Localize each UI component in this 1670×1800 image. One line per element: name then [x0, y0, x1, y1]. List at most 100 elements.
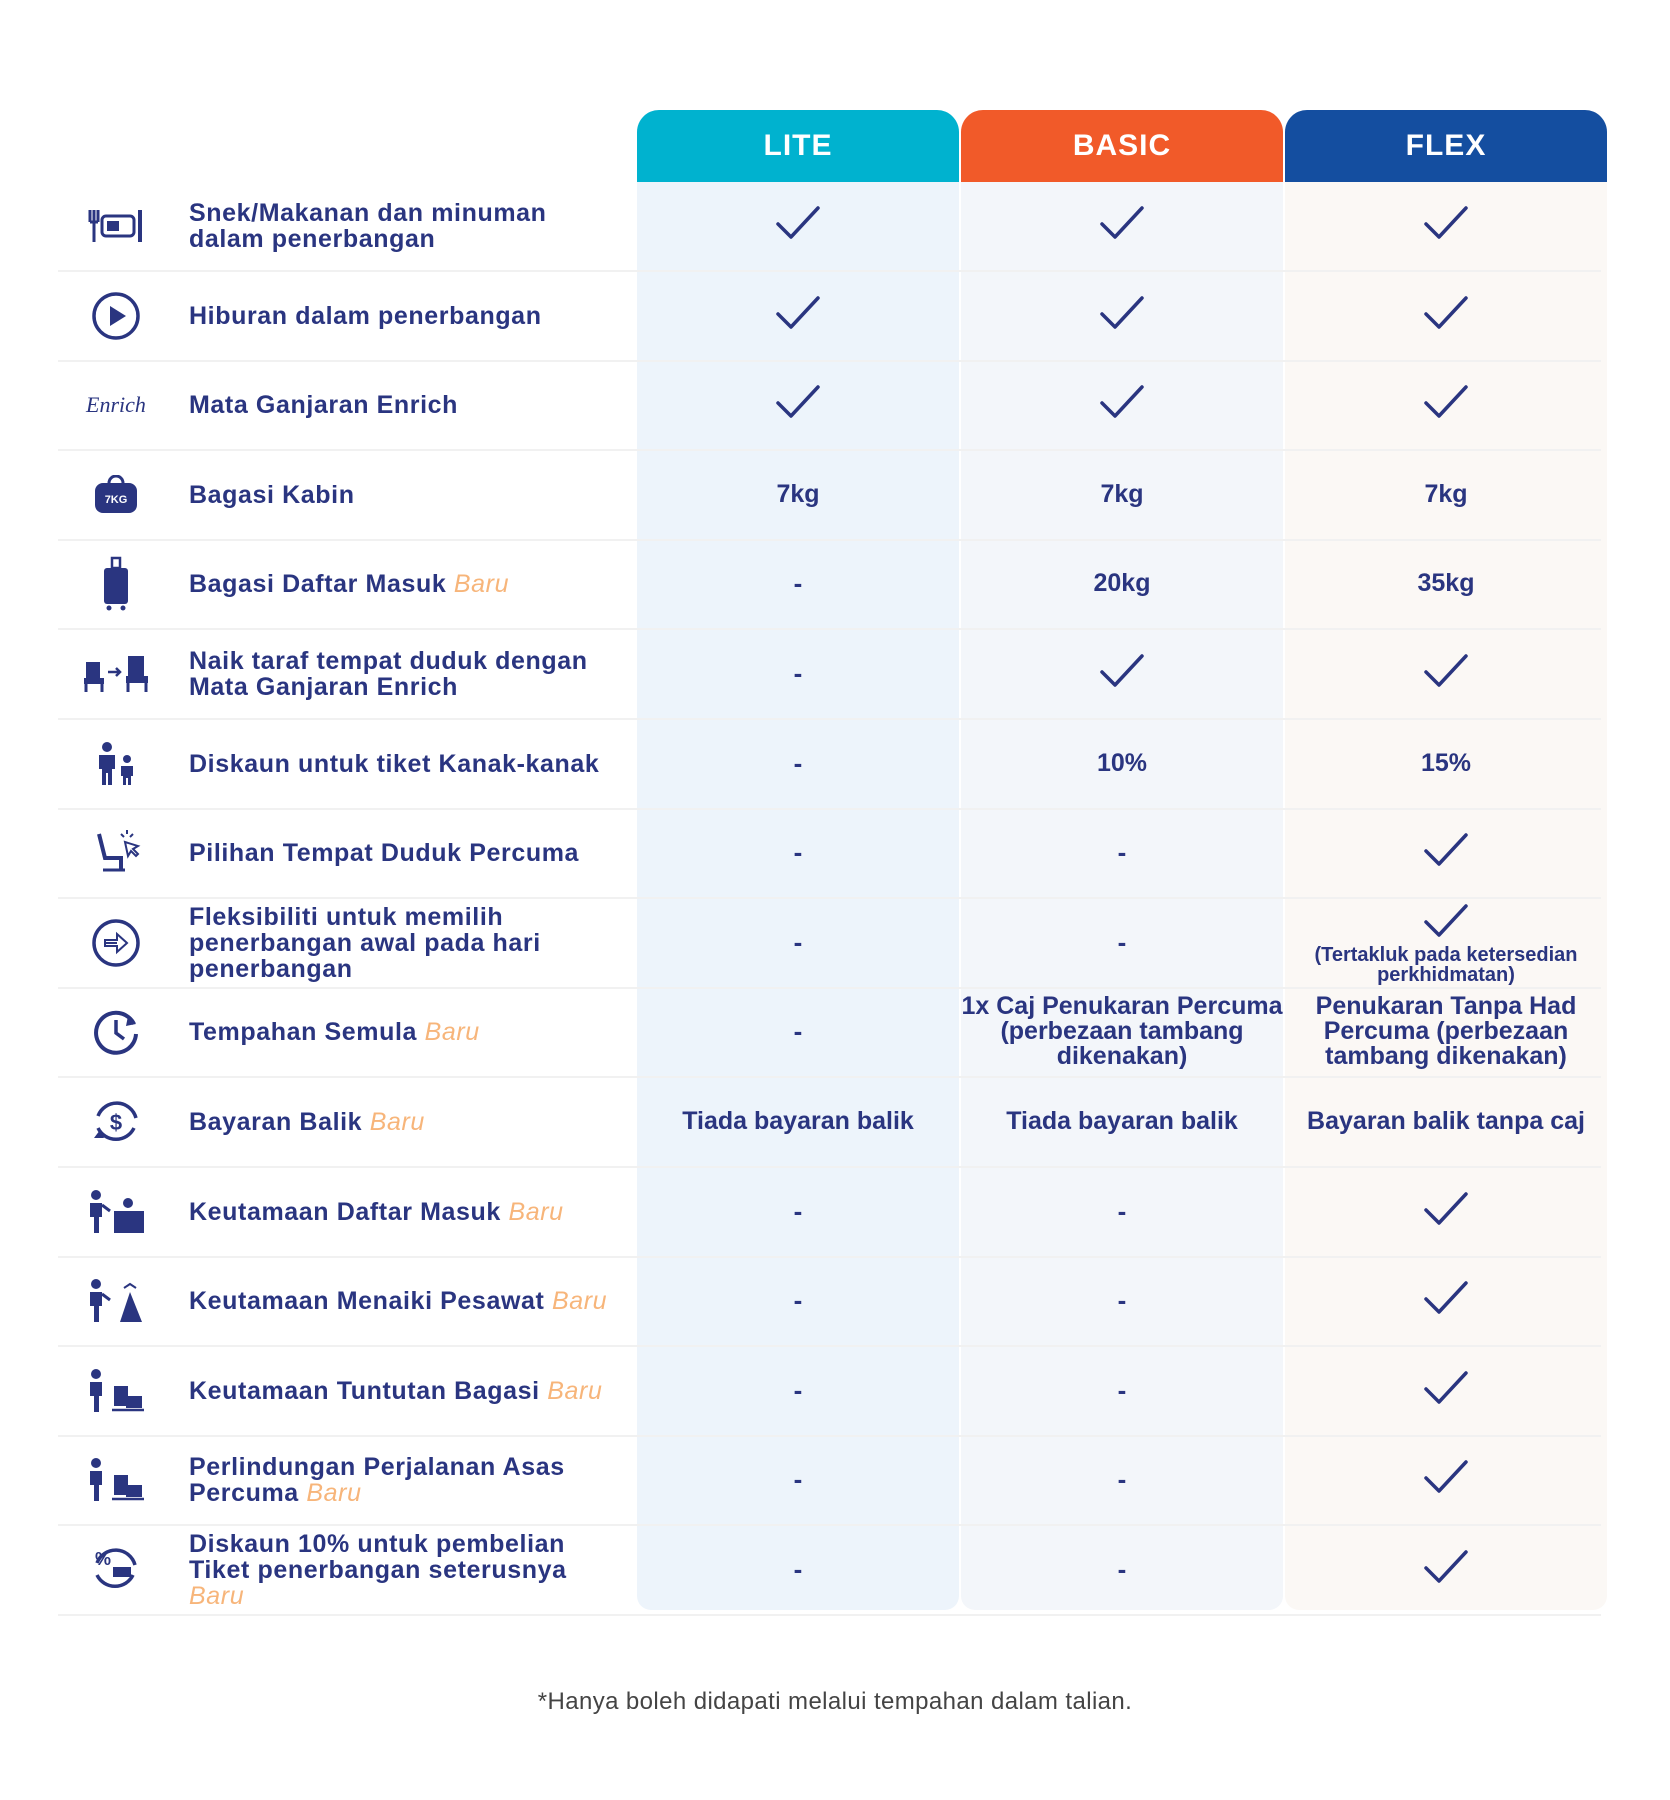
not-included-dash: - [1117, 1196, 1127, 1226]
table-row: 7KG Bagasi Kabin 7kg 7kg 7kg [58, 450, 1601, 541]
priority-checkin-icon [78, 1182, 154, 1242]
table-row: Fleksibiliti untuk memilih penerbangan a… [58, 898, 1601, 989]
cell-lite: - [637, 539, 959, 628]
not-included-dash: - [793, 1554, 803, 1584]
new-tag: Baru [369, 1107, 425, 1136]
check-icon [1423, 1190, 1469, 1233]
check-icon [1423, 831, 1469, 874]
row-label: Perlindungan Perjalanan Asas Percuma Bar… [189, 1454, 619, 1506]
new-tag: Baru [551, 1286, 608, 1315]
early-flight-icon [78, 913, 154, 973]
table-row: Diskaun untuk tiket Kanak-kanak - 10% 15% [58, 719, 1601, 810]
table-row: Hiburan dalam penerbangan [58, 271, 1601, 362]
row-label: Keutamaan Menaiki Pesawat Baru [189, 1288, 619, 1314]
cell-lite: - [637, 719, 959, 808]
new-tag: Baru [189, 1581, 245, 1610]
check-icon [1423, 1279, 1469, 1322]
row-label-text: Hiburan dalam penerbangan [189, 301, 542, 330]
row-label-text: Mata Ganjaran Enrich [189, 390, 459, 419]
cell-lite: - [637, 1525, 959, 1614]
cell-value: Tiada bayaran balik [682, 1107, 914, 1135]
cell-basic [961, 181, 1283, 270]
check-icon [1099, 204, 1145, 247]
table-row: Snek/Makanan dan minuman dalam penerbang… [58, 181, 1601, 272]
row-label-text: Pilihan Tempat Duduk Percuma [189, 838, 580, 867]
check-icon [1423, 1548, 1469, 1591]
not-included-dash: - [1117, 927, 1127, 957]
cell-value: 7kg [776, 480, 820, 508]
not-included-dash: - [793, 1464, 803, 1494]
row-label-text: Naik taraf tempat duduk dengan Mata Ganj… [189, 646, 588, 701]
check-icon [1423, 204, 1469, 247]
not-included-dash: - [793, 1196, 803, 1226]
cell-flex [1285, 1525, 1607, 1614]
refund-icon: $ [78, 1092, 154, 1152]
cell-flex: (Tertakluk pada ketersedian perkhidmatan… [1285, 898, 1607, 987]
cell-lite [637, 360, 959, 449]
cell-flex [1285, 1167, 1607, 1256]
check-icon [1099, 294, 1145, 337]
not-included-dash: - [1117, 1464, 1127, 1494]
row-label: Bagasi Kabin [189, 482, 619, 508]
cell-lite: Tiada bayaran balik [637, 1077, 959, 1166]
check-icon [1423, 1369, 1469, 1412]
row-label-text: Keutamaan Tuntutan Bagasi [189, 1376, 540, 1405]
cell-basic: 1x Caj Penukaran Percuma (perbezaan tamb… [961, 987, 1283, 1076]
cell-value: Penukaran Tanpa Had Percuma (perbezaan t… [1315, 992, 1577, 1070]
row-label-text: Diskaun untuk tiket Kanak-kanak [189, 749, 600, 778]
not-included-dash: - [793, 1016, 803, 1046]
row-label-text: Diskaun 10% untuk pembelian Tiket penerb… [189, 1529, 567, 1584]
cell-value: 7kg [1424, 480, 1468, 508]
footnote: *Hanya boleh didapati melalui tempahan d… [537, 1688, 1133, 1715]
cell-flex: Penukaran Tanpa Had Percuma (perbezaan t… [1285, 987, 1607, 1076]
discount-ticket-icon: % [78, 1540, 154, 1600]
flex-column-background [1285, 180, 1607, 1610]
cell-basic: 10% [961, 719, 1283, 808]
cell-basic: Tiada bayaran balik [961, 1077, 1283, 1166]
row-label-text: Snek/Makanan dan minuman dalam penerbang… [189, 198, 547, 253]
check-icon [1423, 902, 1469, 945]
cell-basic: 20kg [961, 539, 1283, 628]
table-row: Keutamaan Daftar Masuk Baru - - [58, 1167, 1601, 1258]
cell-flex: 35kg [1285, 539, 1607, 628]
availability-note: (Tertakluk pada ketersedian perkhidmatan… [1314, 944, 1578, 986]
not-included-dash: - [1117, 1285, 1127, 1315]
cell-value: 1x Caj Penukaran Percuma (perbezaan tamb… [961, 992, 1283, 1070]
cell-flex [1285, 360, 1607, 449]
cell-value: Tiada bayaran balik [1006, 1107, 1238, 1135]
play-icon [78, 286, 154, 346]
cell-lite: 7kg [637, 450, 959, 539]
family-icon [78, 734, 154, 794]
cell-basic: - [961, 1525, 1283, 1614]
row-label: Mata Ganjaran Enrich [189, 392, 619, 418]
enrich-logo-icon: Enrich [78, 375, 154, 435]
cell-basic: - [961, 1346, 1283, 1435]
svg-text:Enrich: Enrich [85, 392, 146, 417]
row-label: Naik taraf tempat duduk dengan Mata Ganj… [189, 648, 619, 700]
priority-baggage-icon [78, 1361, 154, 1421]
cell-lite: - [637, 1346, 959, 1435]
cell-basic [961, 271, 1283, 360]
cell-lite: - [637, 1167, 959, 1256]
check-icon [775, 204, 821, 247]
not-included-dash: - [793, 927, 803, 957]
svg-text:%: % [95, 1549, 111, 1569]
cell-flex [1285, 271, 1607, 360]
not-included-dash: - [1117, 837, 1127, 867]
new-tag: Baru [508, 1197, 564, 1226]
table-row: Naik taraf tempat duduk dengan Mata Ganj… [58, 629, 1601, 720]
basic-column-background [961, 180, 1283, 1610]
cell-lite: - [637, 808, 959, 897]
table-row: $ Bayaran Balik Baru Tiada bayaran balik Ti… [58, 1077, 1601, 1168]
table-row: Perlindungan Perjalanan Asas Percuma Bar… [58, 1435, 1601, 1526]
check-icon [1423, 294, 1469, 337]
cell-flex [1285, 1256, 1607, 1345]
cell-value: 7kg [1100, 480, 1144, 508]
row-label: Diskaun untuk tiket Kanak-kanak [189, 751, 619, 777]
check-icon [1099, 652, 1145, 695]
cell-value: 35kg [1417, 569, 1475, 597]
row-label-text: Bayaran Balik [189, 1107, 363, 1136]
cell-lite: - [637, 1256, 959, 1345]
cell-lite: - [637, 987, 959, 1076]
rebook-clock-icon [78, 1002, 154, 1062]
